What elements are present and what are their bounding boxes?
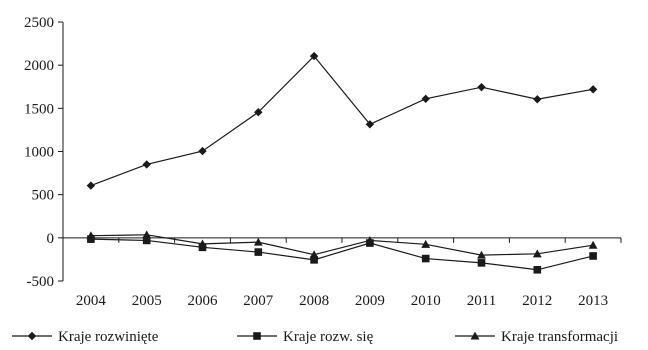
y-tick-label: 0 [47, 231, 55, 247]
series-layer [86, 51, 598, 274]
legend-marker [27, 331, 37, 341]
x-tick-label: 2012 [522, 293, 552, 309]
data-point [589, 252, 597, 260]
data-point [477, 82, 486, 92]
data-point [421, 254, 430, 263]
data-point [86, 231, 96, 240]
data-point [477, 250, 486, 259]
data-point [198, 146, 207, 156]
series-line [90, 234, 594, 256]
legend-item: Kraje rozw. się [237, 329, 374, 345]
data-point [254, 248, 263, 256]
legend-label: Kraje rozwinięte [58, 329, 159, 345]
data-point [86, 181, 96, 190]
data-point [142, 160, 151, 169]
series-line [90, 238, 594, 271]
y-tick-label: 2000 [24, 58, 54, 74]
data-point [477, 259, 486, 267]
legend: Kraje rozwinięte Kraje rozw. się Kraje tra… [12, 329, 618, 345]
data-point [421, 239, 431, 248]
y-axis: -500 0 500 1000 1500 2000 2500 [24, 15, 64, 290]
data-point [588, 240, 598, 249]
x-tick-label: 2008 [299, 293, 329, 309]
data-point [532, 249, 542, 258]
y-tick-label: -500 [27, 274, 55, 290]
legend-label: Kraje transformacji [501, 329, 618, 345]
series-diamond [86, 51, 598, 190]
legend-item: Kraje transformacji [455, 329, 618, 345]
y-tick-label: 2500 [24, 15, 54, 31]
legend-label: Kraje rozw. się [283, 329, 374, 345]
y-tick-label: 1500 [24, 101, 54, 117]
series-triangle [86, 230, 598, 259]
data-point [310, 256, 318, 264]
x-tick-label: 2011 [467, 293, 496, 309]
x-tick-label: 2009 [355, 293, 385, 309]
x-tick-label: 2004 [76, 293, 107, 309]
legend-item: Kraje rozwinięte [12, 329, 159, 345]
data-point [533, 265, 542, 274]
data-point [533, 95, 542, 104]
data-point [254, 108, 263, 117]
data-point [309, 51, 319, 61]
y-tick-label: 500 [32, 188, 55, 204]
x-axis: 2004 2005 2006 2007 2008 2009 2010 2011 2012 2013 [62, 237, 622, 309]
data-point [365, 236, 375, 244]
data-point [421, 94, 430, 104]
x-tick-label: 2006 [188, 293, 219, 309]
data-point [253, 237, 263, 246]
series-line [90, 55, 594, 187]
data-point [365, 120, 375, 129]
y-tick-label: 1000 [24, 145, 54, 161]
x-tick-label: 2007 [243, 293, 274, 309]
x-tick-label: 2010 [411, 293, 441, 309]
data-point [198, 239, 207, 248]
x-tick-label: 2005 [132, 293, 162, 309]
data-point [309, 250, 319, 259]
legend-marker [470, 331, 480, 340]
data-point [142, 230, 152, 239]
data-point [588, 85, 598, 94]
x-tick-label: 2013 [578, 293, 608, 309]
data-point [142, 236, 151, 245]
legend-marker [253, 332, 261, 340]
